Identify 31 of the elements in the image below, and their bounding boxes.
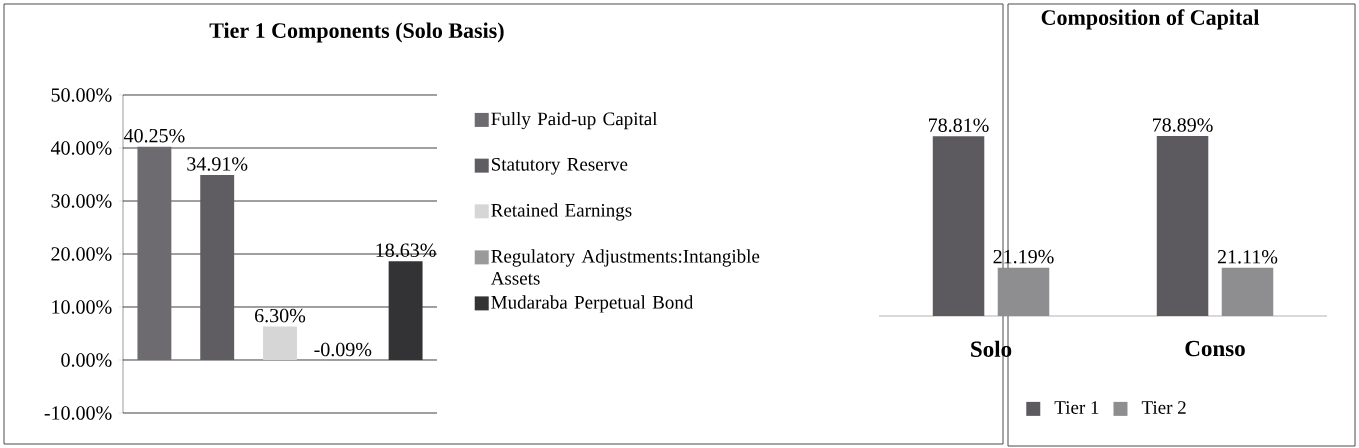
data-label: 6.30% (255, 308, 306, 323)
data-label: -0.09% (314, 342, 372, 357)
data-label: 21.11% (1217, 250, 1278, 264)
legend-label: Tier 1 (1054, 401, 1099, 414)
x-tick-label: Solo (971, 340, 1012, 357)
legend-label: Fully Paid-up Capital (491, 111, 658, 130)
y-tick-label: 30.00% (51, 194, 112, 208)
data-label: 78.81% (929, 118, 989, 132)
y-tick-label: 40.00% (50, 141, 112, 155)
bar (932, 136, 985, 316)
data-label: 34.91% (187, 157, 248, 171)
y-tick-label: 10.00% (52, 300, 112, 314)
legend-label: Regulatory Adjustments:Intangible Assets (490, 249, 760, 285)
y-tick-label: 0.00% (61, 353, 112, 367)
y-tick-label: 20.00% (51, 247, 112, 261)
data-label: 78.89% (1153, 118, 1213, 132)
legend-label: Tier 2 (1141, 401, 1186, 414)
data-label: 18.63% (376, 243, 436, 258)
bar (1221, 267, 1274, 316)
y-tick-label: -10.00% (44, 406, 112, 420)
legend-label: Mudaraba Perpetual Bond (491, 295, 694, 313)
x-tick-label: Conso (1185, 340, 1245, 357)
chart-title: Tier 1 Components (Solo Basis) (209, 22, 504, 43)
data-label: 40.25% (123, 128, 185, 143)
bar (997, 267, 1050, 316)
y-tick-label: 50.00% (51, 88, 112, 102)
chart-title: Composition of Capital (1041, 9, 1260, 30)
data-label: 21.19% (993, 249, 1054, 264)
legend-label: Statutory Reserve (491, 157, 628, 175)
legend-label: Retained Earnings (491, 203, 632, 221)
bar (1156, 136, 1209, 316)
